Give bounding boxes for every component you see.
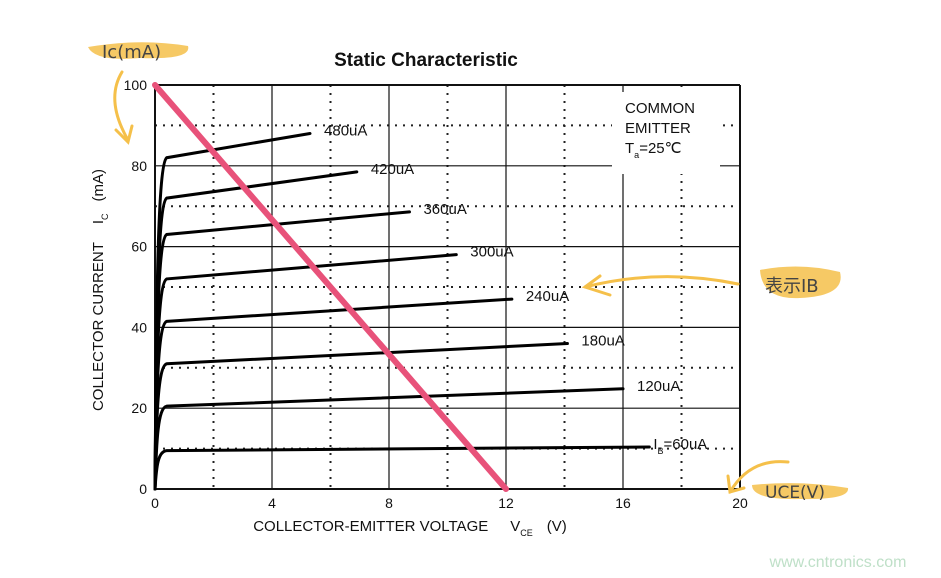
x-tick-label: 20	[732, 495, 748, 511]
y-tick-label: 60	[131, 239, 147, 255]
annotation-uce-text: UCE(V)	[765, 483, 825, 503]
series-label: 180uA	[581, 333, 624, 350]
annotation-ic-text: Ic(mA)	[102, 42, 161, 63]
curve-480uA	[153, 131, 312, 491]
load-line	[152, 82, 509, 492]
annotation-uce: UCE(V)	[726, 460, 849, 503]
conditions-bg	[612, 92, 720, 174]
x-tick-label: 16	[615, 495, 631, 511]
highlight-ic	[88, 42, 189, 59]
x-tick-label: 4	[268, 495, 276, 511]
highlight-uce	[752, 483, 849, 500]
ticks: 0 4 8 12 16 20 0 20 40 60 80 100	[124, 77, 748, 511]
annotation-ic: Ic(mA)	[88, 42, 189, 145]
x-tick-label: 0	[151, 495, 159, 511]
curve-300uA	[153, 253, 458, 491]
curve-60uA	[153, 445, 651, 491]
annotation-ib: 表示IB	[581, 266, 841, 299]
series-label: 240uA	[526, 288, 569, 305]
highlight-ib	[760, 266, 841, 299]
arrow-icon	[581, 274, 740, 297]
series-label: 480uA	[324, 122, 367, 139]
y-tick-label: 20	[131, 400, 147, 416]
x-tick-label: 8	[385, 495, 393, 511]
annotation-ib-text: 表示IB	[765, 276, 819, 297]
y-tick-label: 80	[131, 158, 147, 174]
curve-360uA	[153, 210, 411, 491]
watermark: www.cntronics.com	[769, 554, 907, 571]
chart-title: Static Characteristic	[334, 50, 518, 71]
y-axis-label: COLLECTOR CURRENTIC(mA)	[90, 169, 110, 411]
conditions-box: COMMON EMITTER Ta=25℃	[612, 92, 720, 174]
y-tick-label: 40	[131, 319, 147, 335]
conditions-line2: EMITTER	[625, 120, 691, 137]
conditions-temp: Ta=25℃	[625, 140, 681, 160]
conditions-line1: COMMON	[625, 100, 695, 117]
y-tick-label: 100	[124, 77, 148, 93]
curves: 480uA 420uA 360uA 300uA 240uA 180uA 120uA IB=60…	[153, 122, 707, 491]
series-label: 120uA	[637, 378, 680, 395]
y-tick-label: 0	[139, 481, 147, 497]
arrow-icon	[113, 70, 134, 145]
series-label: IB=60uA	[653, 436, 707, 456]
series-label: 300uA	[470, 244, 513, 261]
x-axis-label: COLLECTOR-EMITTER VOLTAGE VCE (V)	[253, 518, 567, 538]
arrow-icon	[726, 460, 790, 494]
x-tick-label: 12	[498, 495, 514, 511]
grid	[154, 84, 741, 490]
series-label: 420uA	[371, 161, 414, 178]
series-label: 360uA	[423, 201, 466, 218]
